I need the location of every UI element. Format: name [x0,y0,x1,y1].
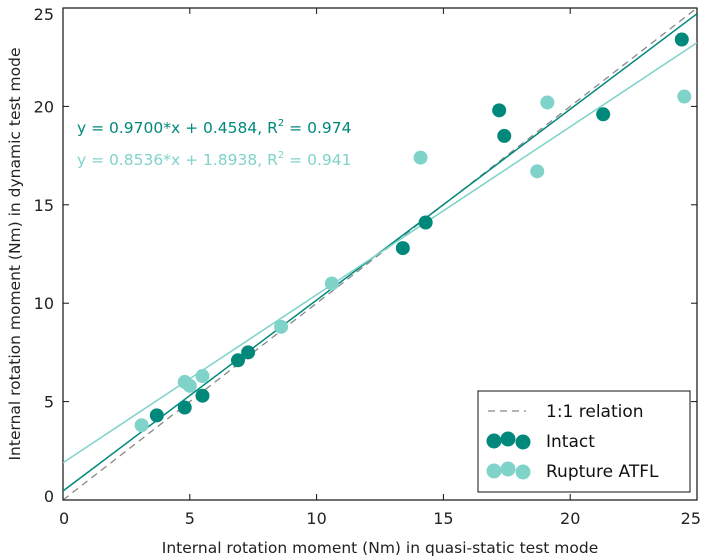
legend-intact-marker [515,434,531,450]
rupture-fit-line [63,42,697,464]
y-axis-title: Internal rotation moment (Nm) in dynamic… [6,47,24,460]
intact-data-point [596,107,611,122]
legend-rupture-marker [500,461,516,477]
intact-data-point [149,408,164,423]
y-tick-label: 20 [34,97,54,116]
x-tick-label: 10 [306,509,326,528]
y-tick-label: 25 [34,5,54,24]
rupture-data-point [324,276,339,291]
legend-label-reference: 1:1 relation [546,402,644,422]
intact-data-point [674,32,689,47]
x-tick-label: 20 [560,509,580,528]
y-tick-label: 15 [34,196,54,215]
reference-1to1-line [63,8,697,500]
rupture-fit-equation: y = 0.8536*x + 1.8938, R2 = 0.941 [77,150,351,169]
plot-area-frame [62,7,698,501]
y-tick-label: 0 [44,487,54,506]
rupture-data-point [134,418,149,433]
legend: 1:1 relation Intact Rupture ATFL [477,390,691,493]
y-tick-label: 10 [34,294,54,313]
ticks-layer: 0 5 10 15 20 25 0 5 10 15 20 25 [34,5,701,528]
intact-data-point [395,241,410,256]
intact-data-point [497,128,512,143]
legend-rupture-marker [486,463,502,479]
rupture-data-point [530,164,545,179]
x-axis-title: Internal rotation moment (Nm) in quasi-s… [162,539,598,557]
x-tick-label: 15 [433,509,453,528]
intact-data-point [195,388,210,403]
y-tick-label: 5 [44,393,54,412]
lines-layer [63,8,697,500]
x-tick-label: 0 [59,509,69,528]
legend-intact-marker [500,431,516,447]
x-tick-label: 25 [681,509,701,528]
legend-label-rupture: Rupture ATFL [546,462,659,482]
intact-data-point [418,215,433,230]
intact-data-point [241,345,256,360]
intact-data-point [230,353,245,368]
rupture-data-point [274,319,289,334]
rupture-data-point [540,95,555,110]
rupture-data-point [677,89,692,104]
legend-label-intact: Intact [546,432,595,452]
legend-intact-marker [486,433,502,449]
rupture-data-point [413,150,428,165]
intact-fit-equation: y = 0.9700*x + 0.4584, R2 = 0.974 [77,118,351,137]
x-tick-label: 5 [185,509,195,528]
intact-data-point [492,103,507,118]
points-layer [134,32,692,433]
legend-rupture-marker [515,464,531,480]
rupture-data-point [182,378,197,393]
rupture-data-point [195,369,210,384]
intact-data-point [177,400,192,415]
